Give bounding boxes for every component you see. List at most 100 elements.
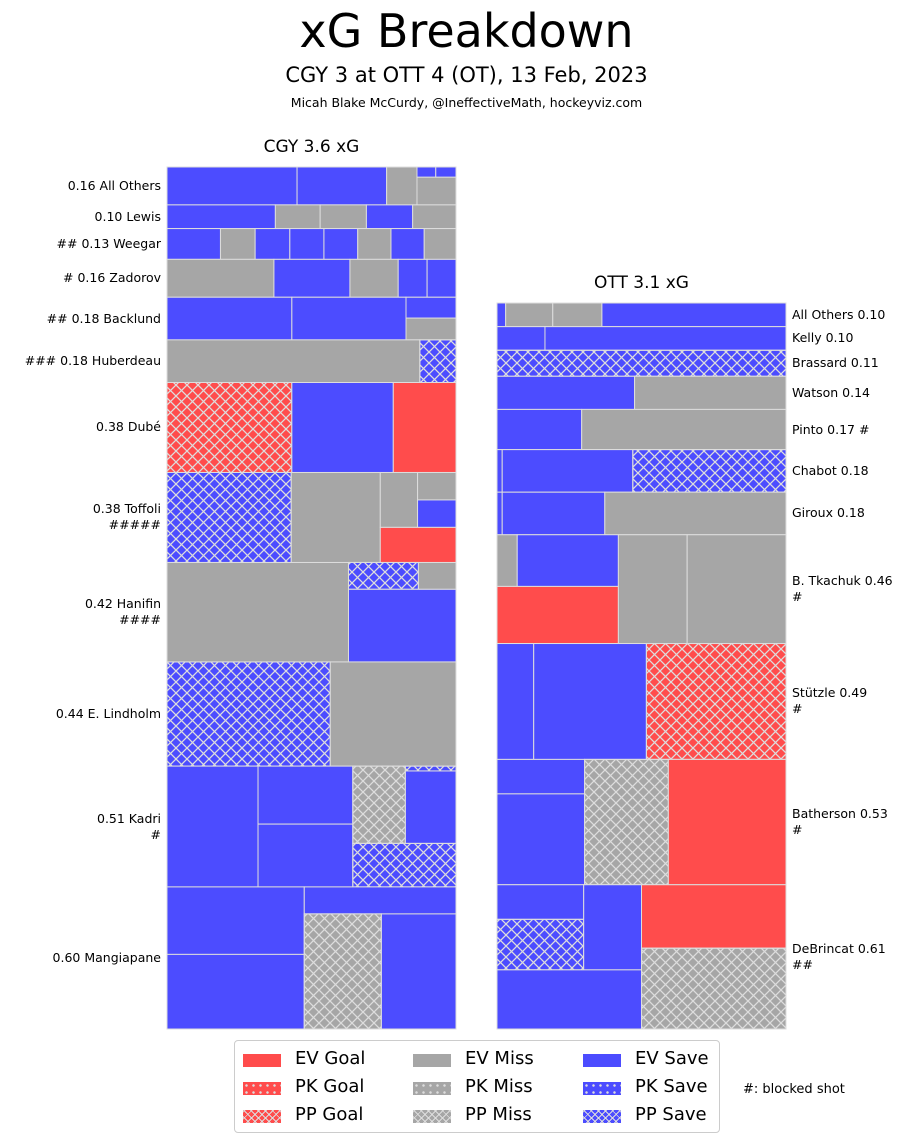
shot-rect-ev-miss bbox=[405, 317, 457, 341]
hatch-overlay-pp-miss bbox=[303, 913, 382, 1030]
hatch-overlay-pp-save bbox=[632, 449, 787, 493]
shot-rect-ev-save bbox=[417, 499, 457, 528]
shot-rect-ev-miss bbox=[166, 258, 275, 298]
player-label: 0.10 Lewis bbox=[95, 209, 161, 225]
shot-rect-ev-save bbox=[166, 765, 259, 888]
player-name-xg: Watson 0.14 bbox=[792, 384, 871, 400]
shot-rect-ev-save bbox=[323, 228, 359, 260]
shot-rect-ev-save bbox=[496, 326, 546, 351]
shot-rect-ev-save bbox=[166, 166, 298, 206]
shot-rect-ev-miss bbox=[686, 534, 787, 645]
legend-swatch-pk-save bbox=[583, 1082, 621, 1095]
player-name-xg: 0.51 Kadri bbox=[97, 810, 161, 826]
player-name-xg: ### 0.18 Huberdeau bbox=[24, 353, 161, 369]
shot-rect-ev-miss bbox=[166, 339, 421, 383]
shot-rect-ev-save bbox=[496, 758, 586, 795]
shot-rect-ev-save bbox=[405, 296, 457, 319]
shot-rect-ev-miss bbox=[386, 166, 418, 206]
player-label: # 0.16 Zadorov bbox=[63, 270, 161, 286]
shot-rect-ev-save bbox=[496, 793, 586, 886]
shot-rect-ev-miss bbox=[417, 471, 457, 501]
shot-rect-ev-goal bbox=[496, 585, 619, 645]
hatch-overlay-pp-save bbox=[166, 661, 331, 767]
shot-rect-ev-miss bbox=[319, 204, 367, 230]
player-name-xg: Brassard 0.11 bbox=[792, 355, 879, 371]
hatch-overlay-pp-save bbox=[352, 842, 457, 888]
shot-rect-ev-miss bbox=[219, 228, 256, 260]
shot-rect-ev-save bbox=[496, 408, 583, 451]
legend-swatch-pp-save bbox=[583, 1110, 621, 1123]
player-name-xg: ## 0.13 Weegar bbox=[56, 235, 161, 251]
shot-rect-ev-miss bbox=[417, 561, 457, 590]
player-label: Kelly 0.10 bbox=[792, 330, 853, 346]
player-label: 0.44 E. Lindholm bbox=[56, 706, 161, 722]
legend-label-pk-save: PK Save bbox=[635, 1076, 708, 1097]
blocked-shot-note: #: blocked shot bbox=[743, 1082, 845, 1097]
chart-subtitle: CGY 3 at OTT 4 (OT), 13 Feb, 2023 bbox=[285, 63, 648, 87]
legend-swatch-ev-miss bbox=[413, 1054, 451, 1067]
hatch-overlay-pp-goal bbox=[166, 382, 293, 473]
player-name-xg: 0.38 Dubé bbox=[96, 419, 161, 435]
legend-swatch-ev-goal bbox=[243, 1054, 281, 1067]
player-name-xg: All Others 0.10 bbox=[792, 306, 886, 322]
shot-rect-ev-save bbox=[166, 228, 221, 260]
legend-swatch-pk-miss bbox=[413, 1082, 451, 1095]
player-name-xg: Batherson 0.53 bbox=[792, 806, 888, 822]
player-name-xg: 0.44 E. Lindholm bbox=[55, 706, 161, 722]
shot-rect-ev-save bbox=[166, 953, 305, 1030]
shot-rect-ev-save bbox=[257, 823, 354, 888]
shot-rect-ev-save bbox=[273, 258, 351, 298]
player-name-xg: Chabot 0.18 bbox=[792, 462, 869, 478]
player-name-xg: 0.38 Toffoli bbox=[92, 501, 161, 517]
player-label: 0.38 Toffoli ##### bbox=[93, 501, 161, 533]
shot-rect-ev-miss bbox=[617, 534, 688, 645]
shot-rect-ev-miss bbox=[412, 204, 457, 230]
shot-rect-ev-save bbox=[583, 884, 643, 971]
shot-rect-ev-miss bbox=[357, 228, 392, 260]
shot-rect-ev-miss bbox=[274, 204, 321, 230]
panel-title-ott: OTT 3.1 xG bbox=[594, 273, 689, 293]
shot-rect-ev-miss bbox=[552, 302, 603, 328]
shot-rect-ev-save bbox=[254, 228, 291, 260]
shot-rect-ev-goal bbox=[641, 884, 787, 949]
shot-rect-ev-save bbox=[435, 166, 457, 178]
player-name-xg: 0.16 All Others bbox=[67, 177, 161, 193]
shot-rect-ev-save bbox=[496, 884, 585, 920]
player-label: All Others 0.10 bbox=[792, 307, 885, 323]
shot-rect-ev-miss bbox=[496, 534, 518, 587]
player-label: 0.42 Hanifin #### bbox=[85, 596, 161, 628]
shot-rect-ev-save bbox=[289, 228, 325, 260]
shot-rect-ev-save bbox=[296, 166, 388, 206]
legend-swatch-pp-goal bbox=[243, 1110, 281, 1123]
shot-rect-ev-save bbox=[496, 375, 636, 410]
legend-label-ev-miss: EV Miss bbox=[465, 1048, 534, 1069]
shot-rect-ev-save bbox=[257, 765, 354, 825]
chart-credit: Micah Blake McCurdy, @IneffectiveMath, h… bbox=[290, 95, 643, 110]
player-name-xg: ## 0.18 Backlund bbox=[46, 310, 161, 326]
hatch-overlay-pp-miss bbox=[352, 765, 406, 844]
hatch-overlay-pp-save bbox=[496, 349, 787, 377]
player-label: B. Tkachuk 0.46 # bbox=[792, 573, 893, 605]
player-name-xg: # 0.16 Zadorov bbox=[63, 270, 161, 286]
shot-rect-ev-save bbox=[496, 643, 535, 760]
shot-rect-ev-save bbox=[516, 534, 619, 587]
shot-rect-ev-save bbox=[426, 258, 457, 298]
shot-rect-ev-save bbox=[601, 302, 787, 328]
shot-rect-ev-save bbox=[380, 913, 457, 1030]
shot-rect-ev-save bbox=[166, 204, 276, 230]
shot-rect-ev-save bbox=[404, 770, 457, 844]
shot-rect-ev-save bbox=[544, 326, 787, 351]
legend-label-pk-miss: PK Miss bbox=[465, 1076, 533, 1097]
player-label: Giroux 0.18 bbox=[792, 505, 865, 521]
legend-label-ev-goal: EV Goal bbox=[295, 1048, 366, 1069]
hatch-overlay-pp-save bbox=[419, 339, 457, 383]
player-label: ## 0.13 Weegar bbox=[57, 236, 161, 252]
chart-title: xG Breakdown bbox=[299, 4, 634, 58]
player-label: 0.60 Mangiapane bbox=[53, 950, 161, 966]
hatch-overlay-pp-save bbox=[496, 918, 585, 971]
shot-rect-ev-save bbox=[501, 491, 606, 536]
shot-rect-ev-save bbox=[533, 643, 647, 760]
shot-rect-ev-miss bbox=[379, 471, 419, 528]
shot-rect-ev-miss bbox=[166, 561, 349, 663]
